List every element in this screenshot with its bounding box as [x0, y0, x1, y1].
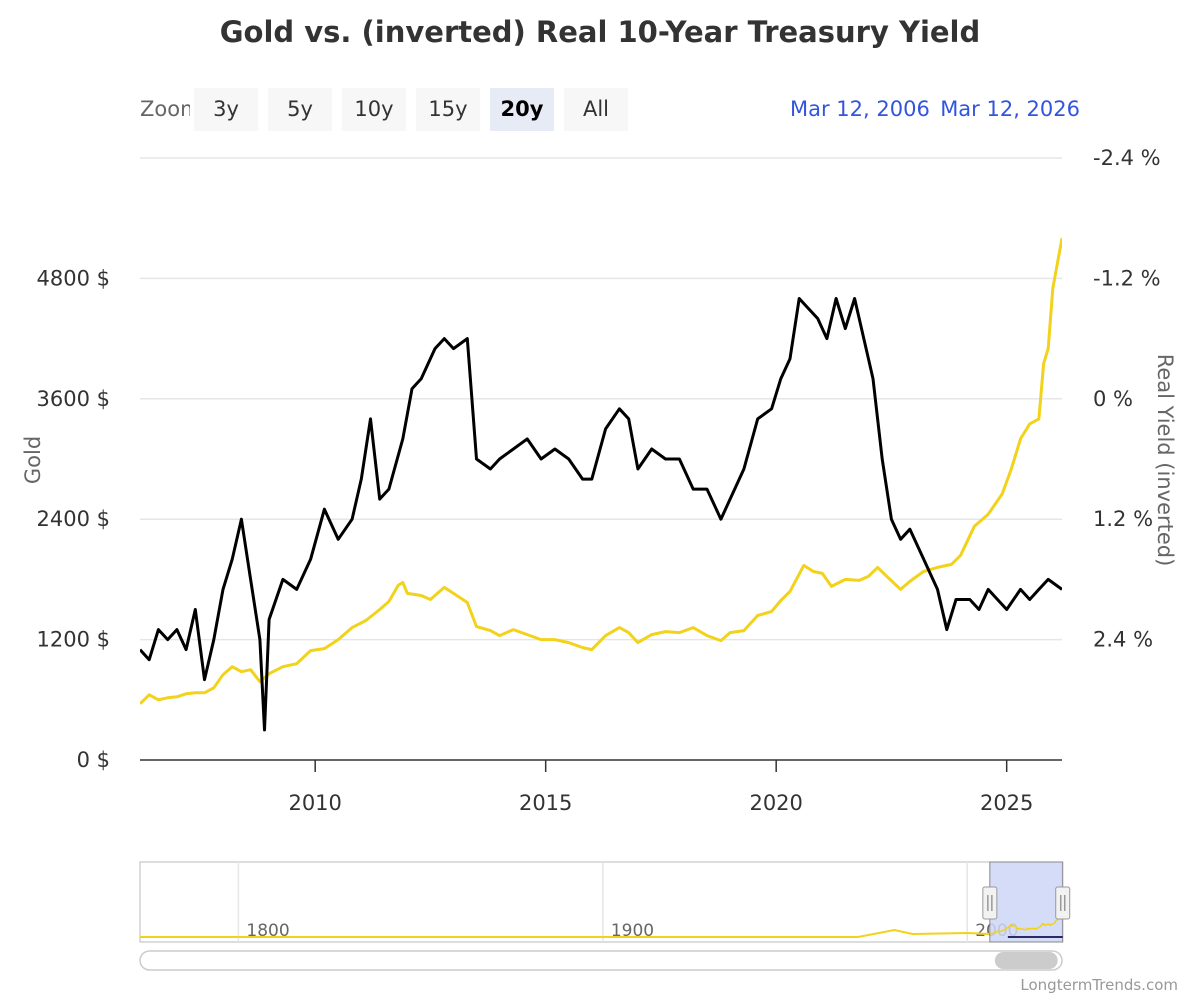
y-axis-right: -2.4 % -1.2 % 0 % 1.2 % 2.4 %: [1093, 146, 1161, 652]
range-button-3y[interactable]: 3y: [194, 88, 258, 131]
y-right-tick-label: 0 %: [1093, 387, 1133, 411]
grid: [140, 157, 1062, 761]
series-layer: [140, 238, 1062, 732]
range-button-label[interactable]: 5y: [287, 97, 313, 121]
y-left-tick-label: 3600 $: [37, 387, 110, 411]
x-tick-label: 2025: [980, 791, 1033, 815]
y-left-tick-label: 2400 $: [37, 507, 110, 531]
y-left-tick-label: 0 $: [77, 748, 110, 772]
scrollbar[interactable]: [139, 950, 1063, 971]
range-button-bg[interactable]: [416, 88, 480, 131]
range-button-15y[interactable]: 15y: [416, 88, 480, 131]
range-selector: Zoom 3y 5y 10y 15y 20y All Mar 12, 2006 Mar 1…: [140, 88, 1080, 131]
gold-series-line: [140, 238, 1062, 705]
scrollbar-thumb[interactable]: [994, 952, 1058, 969]
x-axis: 2010 2015 2020 2025: [288, 760, 1033, 815]
y-axis-left: 0 $ 1200 $ 2400 $ 3600 $ 4800 $: [37, 266, 110, 772]
range-button-bg[interactable]: [194, 88, 258, 131]
navigator-series-line: [140, 928, 990, 938]
range-button-bg[interactable]: [564, 88, 628, 131]
y-axis-right-title: Real Yield (inverted): [1153, 354, 1177, 567]
range-button-label[interactable]: 20y: [501, 97, 544, 121]
y-right-tick-label: 2.4 %: [1093, 628, 1153, 652]
range-button-label[interactable]: 15y: [428, 97, 467, 121]
real-yield-series-line: [140, 297, 1062, 732]
scrollbar-track[interactable]: [139, 950, 1063, 971]
y-right-tick-label: -2.4 %: [1093, 146, 1161, 170]
y-axis-left-title: Gold: [21, 436, 45, 484]
navigator-series-detail: [989, 899, 1064, 935]
navigator-handle-left[interactable]: [982, 886, 998, 920]
x-tick-label: 2020: [749, 791, 802, 815]
y-left-tick-label: 4800 $: [37, 266, 110, 290]
handle-body[interactable]: [1055, 886, 1071, 920]
range-button-bg[interactable]: [490, 88, 554, 131]
range-button-label[interactable]: 3y: [213, 97, 239, 121]
range-from-date[interactable]: Mar 12, 2006: [790, 97, 930, 121]
range-button-label[interactable]: All: [583, 97, 609, 121]
range-button-bg[interactable]: [268, 88, 332, 131]
range-button-All[interactable]: All: [564, 88, 628, 131]
y-left-tick-label: 1200 $: [37, 628, 110, 652]
navigator-handle-right[interactable]: [1055, 886, 1071, 920]
y-right-tick-label: -1.2 %: [1093, 266, 1161, 290]
range-button-label[interactable]: 10y: [354, 97, 393, 121]
y-right-tick-label: 1.2 %: [1093, 507, 1153, 531]
navigator[interactable]: 180019002000: [139, 861, 1071, 943]
range-button-10y[interactable]: 10y: [342, 88, 406, 131]
x-tick-label: 2010: [288, 791, 341, 815]
handle-body[interactable]: [982, 886, 998, 920]
range-button-5y[interactable]: 5y: [268, 88, 332, 131]
x-tick-label: 2015: [519, 791, 572, 815]
range-to-date[interactable]: Mar 12, 2026: [940, 97, 1080, 121]
chart-title: Gold vs. (inverted) Real 10-Year Treasur…: [220, 15, 981, 49]
credit-text[interactable]: LongtermTrends.com: [1020, 976, 1178, 994]
range-button-bg[interactable]: [342, 88, 406, 131]
zoom-label: Zoom: [140, 97, 201, 121]
range-button-20y[interactable]: 20y: [490, 88, 554, 131]
